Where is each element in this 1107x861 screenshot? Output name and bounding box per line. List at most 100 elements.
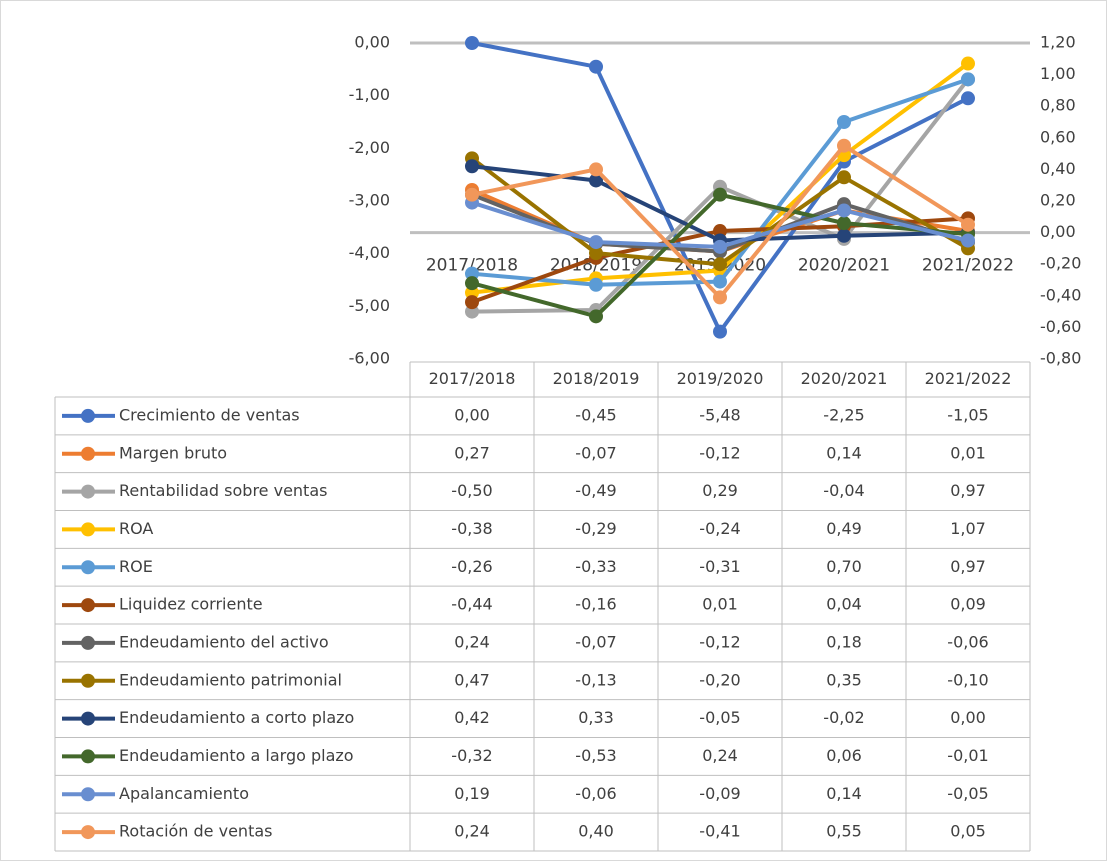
table-cell: 0,24 [454, 822, 490, 841]
x-tick-label: 2021/2022 [922, 256, 1014, 276]
data-point [589, 59, 603, 74]
table-cell: 1,07 [950, 519, 986, 538]
x-tick-label: 2018/2019 [550, 256, 642, 276]
legend-marker [81, 522, 95, 537]
table-cell: -1,05 [947, 405, 988, 424]
table-cell: 0,40 [578, 822, 614, 841]
table-cell: -0,29 [575, 519, 616, 538]
data-point [961, 91, 975, 106]
table-cell: -0,02 [823, 708, 864, 727]
legend-label: Rotación de ventas [119, 822, 272, 841]
table-cell: -0,50 [451, 481, 492, 500]
table-cell: -0,24 [699, 519, 740, 538]
table-cell: -0,38 [451, 519, 492, 538]
data-point [589, 277, 603, 292]
y-tick-label: -6,00 [349, 349, 390, 368]
legend-marker [81, 787, 95, 802]
table-cell: -0,06 [575, 784, 616, 803]
data-point [713, 239, 727, 254]
legend-label: Endeudamiento a corto plazo [119, 708, 354, 727]
data-point [713, 324, 727, 339]
y-tick-label: -5,00 [349, 296, 390, 315]
data-point [589, 246, 603, 261]
table-cell: 0,97 [950, 481, 986, 500]
table-cell: -0,33 [575, 557, 616, 576]
table-cell: -0,53 [575, 746, 616, 765]
table-cell: -0,26 [451, 557, 492, 576]
table-cell: 0,49 [826, 519, 862, 538]
table-cell: 0,00 [454, 405, 490, 424]
table-header: 2018/2019 [553, 369, 640, 388]
legend-marker [81, 635, 95, 650]
table-cell: 0,24 [702, 746, 738, 765]
data-point [465, 276, 479, 291]
legend-marker [81, 560, 95, 575]
legend-marker [81, 484, 95, 499]
legend-label: Endeudamiento del activo [119, 632, 329, 651]
table-cell: 0,14 [826, 443, 862, 462]
legend-label: Liquidez corriente [119, 595, 263, 614]
data-point [837, 170, 851, 185]
table-cell: 0,97 [950, 557, 986, 576]
table-cell: -5,48 [699, 405, 740, 424]
y2-tick-label: 1,00 [1040, 64, 1076, 83]
table-cell: 0,05 [950, 822, 986, 841]
legend-label: Rentabilidad sobre ventas [119, 481, 327, 500]
x-tick-label: 2017/2018 [426, 256, 518, 276]
y2-tick-label: -0,80 [1040, 349, 1081, 368]
data-point [837, 216, 851, 231]
legend-marker [81, 446, 95, 461]
table-cell: -0,44 [451, 595, 492, 614]
legend-label: Endeudamiento a largo plazo [119, 746, 354, 765]
data-point [465, 187, 479, 202]
table-cell: 0,14 [826, 784, 862, 803]
table-cell: 0,01 [702, 595, 738, 614]
table-cell: -0,07 [575, 632, 616, 651]
data-point [589, 309, 603, 324]
table-cell: -0,31 [699, 557, 740, 576]
table-cell: -0,13 [575, 670, 616, 689]
y2-tick-label: -0,60 [1040, 317, 1081, 336]
table-cell: -0,16 [575, 595, 616, 614]
table-header: 2017/2018 [429, 369, 516, 388]
table-cell: -0,20 [699, 670, 740, 689]
data-point [837, 203, 851, 218]
legend-marker [81, 408, 95, 423]
table-cell: -0,41 [699, 822, 740, 841]
table-cell: -0,04 [823, 481, 864, 500]
table-cell: -0,32 [451, 746, 492, 765]
y-tick-label: -3,00 [349, 191, 390, 210]
legend-marker [81, 749, 95, 764]
legend-label: ROE [119, 557, 153, 576]
table-header: 2019/2020 [677, 369, 764, 388]
table-cell: 0,27 [454, 443, 490, 462]
table-cell: 0,70 [826, 557, 862, 576]
data-point [837, 228, 851, 243]
legend-label: Crecimiento de ventas [119, 405, 300, 424]
y2-tick-label: 0,40 [1040, 159, 1076, 178]
table-cell: -2,25 [823, 405, 864, 424]
table-cell: 0,55 [826, 822, 862, 841]
table-cell: 0,24 [454, 632, 490, 651]
table-cell: -0,10 [947, 670, 988, 689]
y2-tick-label: 0,60 [1040, 127, 1076, 146]
y-tick-label: -2,00 [349, 138, 390, 157]
table-cell: -0,06 [947, 632, 988, 651]
data-point [961, 217, 975, 232]
table-cell: -0,12 [699, 632, 740, 651]
y2-tick-label: 0,80 [1040, 96, 1076, 115]
y-tick-label: -4,00 [349, 243, 390, 262]
y-tick-label: -1,00 [349, 85, 390, 104]
table-cell: -0,09 [699, 784, 740, 803]
table-cell: -0,07 [575, 443, 616, 462]
data-point [961, 233, 975, 248]
legend-label: Apalancamiento [119, 784, 249, 803]
table-cell: 0,09 [950, 595, 986, 614]
data-point [961, 72, 975, 87]
legend-label: Endeudamiento patrimonial [119, 670, 342, 689]
table-cell: 0,18 [826, 632, 862, 651]
data-point [961, 56, 975, 71]
data-point [465, 159, 479, 174]
